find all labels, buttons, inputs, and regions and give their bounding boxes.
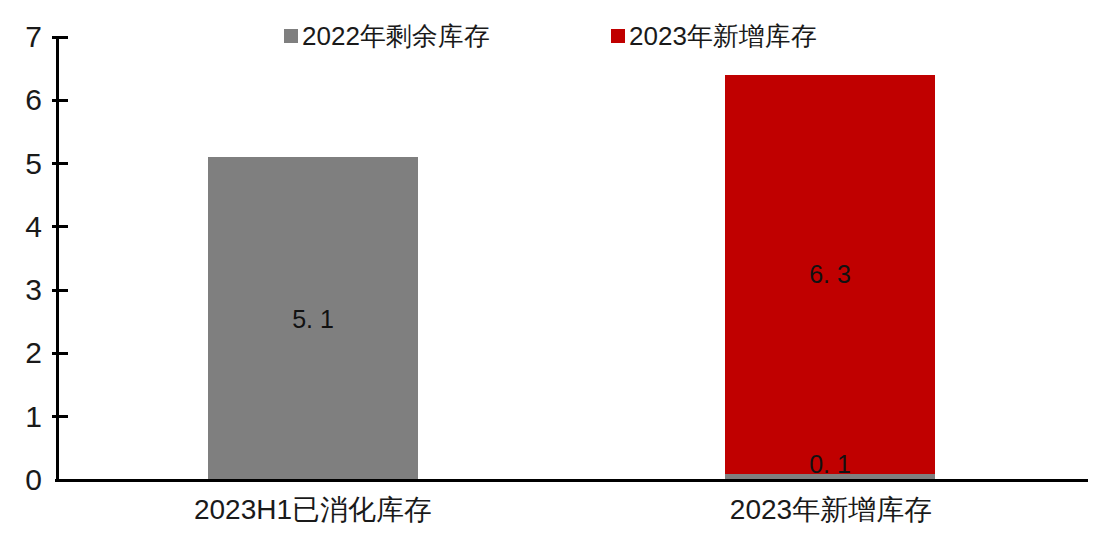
bar-segment-2023-new[interactable] — [725, 75, 935, 474]
legend-item-2023-new[interactable]: 2023年新增库存 — [611, 21, 817, 51]
y-axis-tick-mark — [52, 36, 68, 39]
y-axis-tick-label: 6 — [0, 83, 42, 117]
y-axis-tick-label: 2 — [0, 336, 42, 370]
stacked-bar-chart: 2022年剩余库存 2023年新增库存 5. 1 0. 1 6. 3 2023H… — [0, 0, 1103, 549]
legend-label-2022-remaining: 2022年剩余库存 — [302, 21, 490, 51]
y-axis-tick-label: 3 — [0, 273, 42, 307]
bar-column-2023-new: 0. 1 6. 3 — [725, 75, 935, 480]
legend-marker-2022-remaining — [284, 29, 298, 43]
bar-segment-2022-remaining[interactable] — [208, 157, 418, 480]
x-axis-label-2023h1-consumed: 2023H1已消化库存 — [153, 493, 473, 527]
y-axis-tick-mark — [52, 225, 68, 228]
legend-label-2023-new: 2023年新增库存 — [629, 21, 817, 51]
y-axis-tick-label: 0 — [0, 463, 42, 497]
y-axis-tick-mark — [52, 289, 68, 292]
x-axis-label-2023-new: 2023年新增库存 — [671, 493, 991, 527]
bar-column-2023h1-consumed: 5. 1 — [208, 157, 418, 480]
y-axis-tick-mark — [52, 415, 68, 418]
y-axis-tick-mark — [52, 162, 68, 165]
legend-marker-2023-new — [611, 29, 625, 43]
y-axis-tick-label: 5 — [0, 147, 42, 181]
legend-item-2022-remaining[interactable]: 2022年剩余库存 — [284, 21, 490, 51]
y-axis-tick-mark — [52, 99, 68, 102]
y-axis-tick-mark — [52, 352, 68, 355]
y-axis-tick-label: 1 — [0, 400, 42, 434]
y-axis-tick-label: 7 — [0, 20, 42, 54]
y-axis-tick-label: 4 — [0, 210, 42, 244]
x-axis-line — [55, 479, 1088, 482]
